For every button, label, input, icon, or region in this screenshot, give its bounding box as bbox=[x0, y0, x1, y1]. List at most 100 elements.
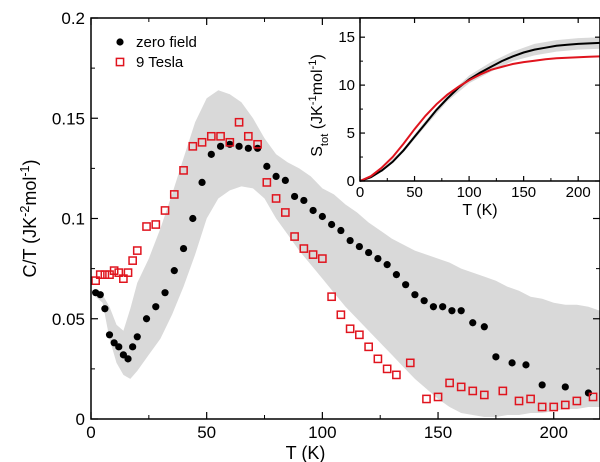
inset-x-tick-label: 50 bbox=[406, 184, 423, 201]
data-point bbox=[345, 324, 355, 334]
data-point bbox=[318, 212, 326, 221]
inset-x-tick-label: 200 bbox=[566, 184, 591, 201]
data-point bbox=[537, 402, 547, 412]
data-point bbox=[132, 246, 142, 255]
data-point bbox=[392, 370, 401, 380]
data-point bbox=[299, 244, 309, 253]
data-point bbox=[179, 244, 188, 253]
inset-chart: 0 50 100 150 200 0 5 10 15 T (K) Stot (JK-1mol-1) bbox=[307, 17, 600, 219]
data-point bbox=[492, 353, 500, 361]
data-point bbox=[281, 176, 289, 185]
data-point bbox=[216, 131, 225, 141]
data-point bbox=[91, 276, 100, 286]
data-point bbox=[560, 400, 570, 410]
y-tick-label: 0.15 bbox=[52, 109, 85, 128]
data-point bbox=[405, 358, 415, 368]
inset-y-tick-label: 10 bbox=[338, 77, 355, 94]
data-point bbox=[161, 289, 169, 297]
y-tick-label: 0.05 bbox=[52, 310, 85, 329]
data-point bbox=[271, 194, 281, 203]
inset-x-tick-label: 100 bbox=[457, 184, 482, 201]
data-point bbox=[364, 342, 373, 352]
data-point bbox=[420, 297, 428, 305]
data-point bbox=[383, 261, 391, 269]
data-point bbox=[457, 307, 465, 315]
data-point bbox=[188, 141, 198, 151]
inset-y-tick-label: 15 bbox=[338, 29, 355, 46]
data-point bbox=[226, 140, 234, 148]
data-point bbox=[234, 117, 244, 127]
data-point bbox=[235, 142, 243, 150]
data-point bbox=[508, 359, 516, 367]
data-point bbox=[262, 178, 272, 187]
data-point bbox=[374, 255, 382, 263]
legend-label-9-tesla: 9 Tesla bbox=[136, 54, 184, 71]
data-point bbox=[337, 226, 345, 235]
x-tick-label: 150 bbox=[424, 423, 452, 442]
data-point bbox=[429, 303, 438, 311]
y-tick-label: 0.1 bbox=[61, 210, 85, 229]
x-axis-label: T (K) bbox=[286, 443, 326, 462]
data-point bbox=[522, 361, 530, 369]
data-point bbox=[96, 291, 104, 299]
data-point bbox=[411, 291, 419, 299]
data-point bbox=[207, 150, 215, 158]
x-tick-label: 0 bbox=[86, 423, 95, 442]
x-tick-label: 200 bbox=[540, 423, 568, 442]
data-point bbox=[584, 389, 593, 397]
data-point bbox=[456, 382, 466, 392]
y-tick-label: 0 bbox=[76, 410, 85, 429]
data-point bbox=[498, 386, 508, 396]
legend-label-zero-field: zero field bbox=[136, 34, 197, 51]
data-point bbox=[129, 343, 137, 351]
data-point bbox=[433, 392, 443, 402]
data-point bbox=[142, 315, 151, 323]
data-point bbox=[101, 305, 109, 313]
data-point bbox=[392, 271, 400, 279]
data-point bbox=[308, 250, 318, 259]
data-point bbox=[95, 270, 105, 279]
data-point bbox=[336, 310, 346, 320]
data-point bbox=[243, 131, 253, 141]
inset-y-tick-label: 0 bbox=[347, 173, 355, 190]
data-point bbox=[169, 190, 179, 199]
data-point bbox=[109, 266, 119, 275]
data-point bbox=[328, 220, 336, 229]
y-axis-label: C/T (JK-2mol-1) bbox=[18, 159, 40, 277]
data-point bbox=[133, 333, 141, 341]
data-point bbox=[355, 242, 363, 251]
x-tick-label: 100 bbox=[308, 423, 336, 442]
data-point bbox=[189, 214, 197, 223]
data-point bbox=[225, 137, 235, 147]
data-point bbox=[179, 166, 188, 175]
data-point bbox=[114, 268, 124, 277]
data-point bbox=[382, 364, 392, 374]
data-point bbox=[469, 319, 477, 327]
data-point bbox=[538, 381, 546, 389]
data-point bbox=[291, 192, 299, 201]
data-point bbox=[272, 172, 280, 180]
data-point bbox=[105, 331, 114, 339]
data-point bbox=[422, 394, 431, 404]
data-point bbox=[318, 254, 327, 263]
data-point bbox=[151, 220, 161, 229]
data-point bbox=[572, 396, 582, 406]
data-point bbox=[170, 267, 178, 275]
legend: zero field 9 Tesla bbox=[115, 34, 197, 71]
data-point bbox=[290, 232, 299, 241]
data-point bbox=[124, 355, 132, 363]
series-9-tesla bbox=[91, 117, 598, 412]
data-point bbox=[480, 323, 488, 331]
data-point bbox=[206, 131, 216, 141]
data-point bbox=[588, 392, 598, 402]
data-point bbox=[197, 137, 207, 147]
data-point bbox=[445, 378, 454, 388]
data-point bbox=[439, 303, 447, 311]
data-point bbox=[514, 396, 524, 406]
inset-x-axis-label: T (K) bbox=[462, 202, 497, 219]
data-point bbox=[244, 144, 252, 152]
data-point bbox=[253, 139, 262, 149]
data-point bbox=[100, 270, 110, 279]
data-point bbox=[468, 386, 478, 396]
